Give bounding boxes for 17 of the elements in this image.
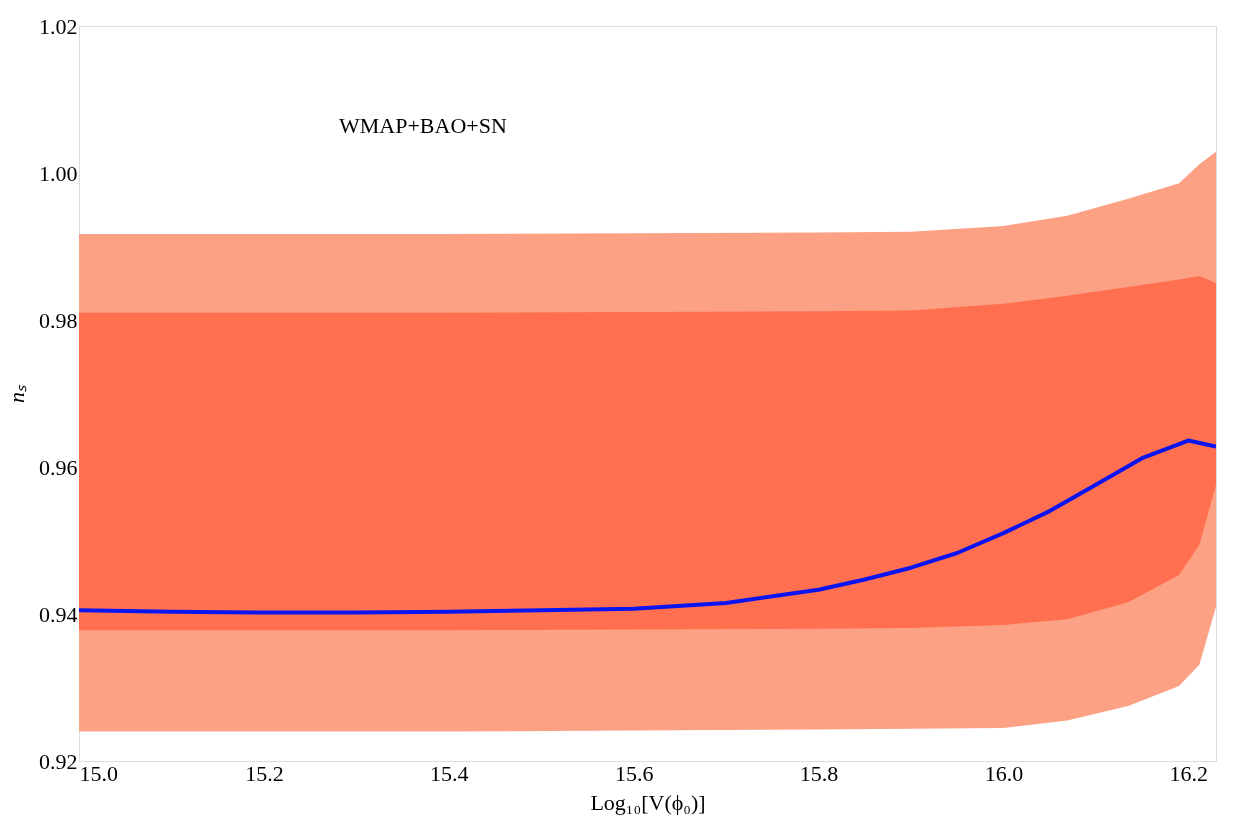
x-tick-label: 15.0 [79, 760, 118, 786]
x-tick-label: 16.0 [984, 760, 1024, 786]
y-tick-label: 0.94 [39, 601, 78, 627]
y-tick-label: 0.92 [39, 748, 78, 774]
x-tick-label: 15.2 [245, 760, 284, 786]
x-tick-label: 15.4 [430, 760, 469, 786]
line-series [79, 438, 1216, 615]
y-axis-title: nₛ [4, 384, 29, 403]
x-tick-label: 15.8 [799, 760, 839, 786]
y-tick-label: 1.00 [39, 160, 78, 186]
y-tick-label: 0.98 [39, 307, 78, 333]
y-tick-label: 0.96 [39, 454, 78, 480]
x-tick-label: 15.6 [614, 760, 654, 786]
annotation: WMAP+BAO+SN [339, 113, 507, 138]
y-tick-label: 1.02 [39, 13, 78, 39]
x-axis-title: Log₁₀[V(ϕ₀)] [590, 789, 706, 815]
x-tick-label: 16.2 [1169, 760, 1209, 786]
